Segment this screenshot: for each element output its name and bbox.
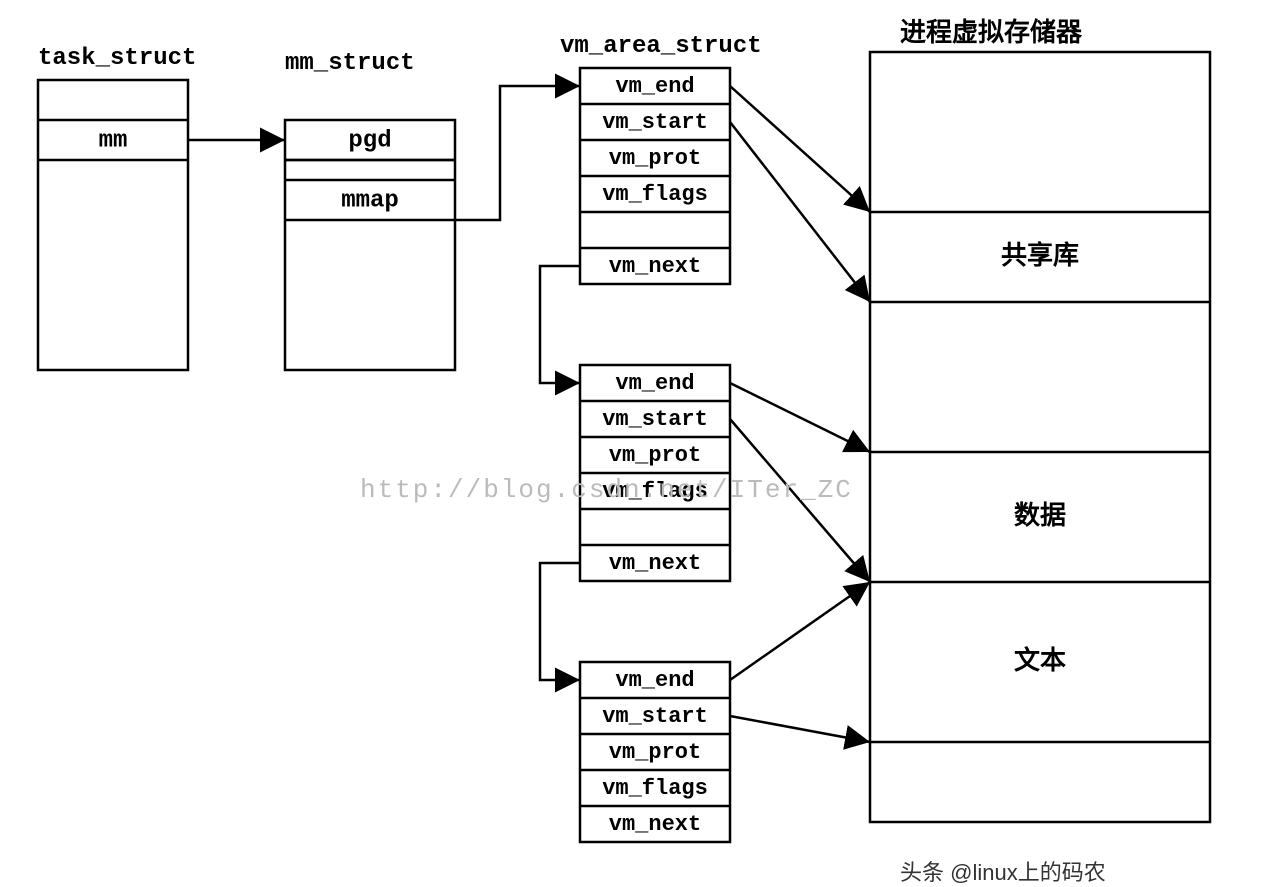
svg-text:mm: mm bbox=[99, 127, 128, 154]
title-vm-area-struct: vm_area_struct bbox=[560, 33, 762, 60]
svg-text:vm_next: vm_next bbox=[609, 551, 701, 576]
svg-text:vm_end: vm_end bbox=[615, 371, 694, 396]
svg-text:vm_prot: vm_prot bbox=[609, 443, 701, 468]
svg-text:文本: 文本 bbox=[1014, 645, 1066, 675]
svg-text:vm_next: vm_next bbox=[609, 254, 701, 279]
svg-text:vm_end: vm_end bbox=[615, 668, 694, 693]
svg-text:pgd: pgd bbox=[348, 127, 391, 154]
attribution-text: 头条 @linux上的码农 bbox=[900, 855, 1106, 887]
svg-text:vm_start: vm_start bbox=[602, 704, 708, 729]
title-virtual-memory: 进程虚拟存储器 bbox=[900, 12, 1082, 49]
svg-text:vm_flags: vm_flags bbox=[602, 776, 708, 801]
svg-text:vm_flags: vm_flags bbox=[602, 182, 708, 207]
svg-text:数据: 数据 bbox=[1014, 500, 1066, 530]
title-task-struct: task_struct bbox=[38, 45, 196, 72]
svg-text:vm_end: vm_end bbox=[615, 74, 694, 99]
svg-text:vm_start: vm_start bbox=[602, 407, 708, 432]
svg-text:vm_prot: vm_prot bbox=[609, 740, 701, 765]
watermark-text: http://blog.csdn.net/ITer_ZC bbox=[360, 475, 853, 505]
svg-text:vm_prot: vm_prot bbox=[609, 146, 701, 171]
svg-text:mmap: mmap bbox=[341, 187, 399, 214]
svg-text:vm_start: vm_start bbox=[602, 110, 708, 135]
title-mm-struct: mm_struct bbox=[285, 50, 415, 77]
svg-text:共享库: 共享库 bbox=[1001, 240, 1079, 270]
svg-text:vm_next: vm_next bbox=[609, 812, 701, 837]
